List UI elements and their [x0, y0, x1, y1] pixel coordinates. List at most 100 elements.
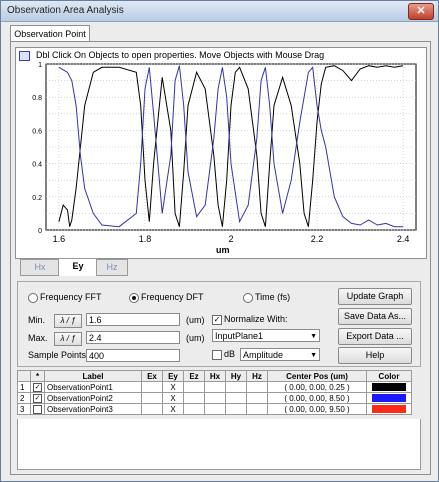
row-checkbox-cell — [30, 403, 45, 415]
graph-hint: Dbl Click On Objects to open properties.… — [36, 50, 325, 60]
tab-ey[interactable]: Ey — [58, 258, 98, 276]
update-graph-button[interactable]: Update Graph — [338, 288, 412, 305]
col-ey[interactable]: Ey — [162, 370, 184, 382]
row-number: 3 — [17, 403, 31, 415]
amplitude-value: Amplitude — [243, 350, 284, 360]
col-label[interactable]: Label — [44, 370, 142, 382]
cell-ez[interactable] — [183, 403, 205, 415]
row-checkbox-cell: ✓ — [30, 381, 45, 393]
help-button[interactable]: Help — [338, 347, 412, 364]
tab-hx[interactable]: Hx — [20, 259, 60, 276]
x-tick-label: 2.4 — [397, 234, 410, 244]
cell-hx[interactable] — [204, 392, 226, 404]
row-checkbox[interactable]: ✓ — [33, 382, 42, 392]
max-wavelength-input[interactable]: 2.4 — [86, 331, 180, 344]
table-row[interactable]: 3 ObservationPoint3 X ( 0.00, 0.00, 9.50… — [17, 403, 412, 415]
max-unit: (um) — [186, 333, 205, 343]
row-label[interactable]: ObservationPoint2 — [44, 392, 142, 404]
db-checkbox[interactable] — [212, 350, 222, 360]
row-number: 2 — [17, 392, 31, 404]
radio-frequency-fft-label: Frequency FFT — [40, 292, 102, 302]
min-lambda-toggle[interactable]: λ / ƒ — [54, 314, 82, 328]
table-empty-area — [17, 419, 421, 470]
normalize-value: InputPlane1 — [215, 331, 264, 341]
cell-hx[interactable] — [204, 403, 226, 415]
cell-hz[interactable] — [246, 403, 268, 415]
y-tick-label: 0.6 — [32, 128, 42, 135]
cell-ey[interactable]: X — [162, 403, 184, 415]
col-ez[interactable]: Ez — [183, 370, 205, 382]
series-line-1 — [58, 65, 404, 227]
amplitude-select[interactable]: Amplitude ▼ — [240, 348, 320, 361]
cell-hx[interactable] — [204, 381, 226, 393]
row-checkbox[interactable] — [33, 404, 42, 414]
window-title: Observation Area Analysis — [7, 5, 124, 16]
tab-hz[interactable]: Hz — [96, 259, 128, 276]
x-tick-label: 1.8 — [139, 234, 152, 244]
cell-hy[interactable] — [225, 392, 247, 404]
cell-ez[interactable] — [183, 392, 205, 404]
min-wavelength-input[interactable]: 1.6 — [86, 313, 180, 326]
row-color-swatch[interactable] — [372, 383, 406, 392]
normalize-label: Normalize With: — [224, 314, 288, 324]
row-color-cell — [366, 392, 412, 404]
normalize-select[interactable]: InputPlane1 ▼ — [212, 329, 320, 342]
y-tick-label: 0 — [38, 228, 42, 235]
spectrum-chart[interactable]: 0 0.2 0.4 0.6 0.8 1 1.6 1.8 2 2.2 2.4 — [16, 48, 426, 258]
cell-ex[interactable] — [141, 381, 163, 393]
sample-points-label: Sample Points: — [28, 350, 89, 360]
cell-ex[interactable] — [141, 392, 163, 404]
x-tick-label: 1.6 — [53, 234, 66, 244]
export-data-button[interactable]: Export Data ... — [338, 328, 412, 345]
col-hy[interactable]: Hy — [225, 370, 247, 382]
sample-points-input[interactable]: 400 — [86, 349, 180, 362]
row-number: 1 — [17, 381, 31, 393]
col-hx[interactable]: Hx — [204, 370, 226, 382]
row-checkbox-cell: ✓ — [30, 392, 45, 404]
max-lambda-toggle[interactable]: λ / ƒ — [54, 332, 82, 346]
cell-hy[interactable] — [225, 403, 247, 415]
radio-frequency-fft[interactable] — [28, 293, 38, 303]
cell-ex[interactable] — [141, 403, 163, 415]
row-color-swatch[interactable] — [372, 394, 406, 403]
row-label[interactable]: ObservationPoint3 — [44, 403, 142, 415]
cell-hz[interactable] — [246, 392, 268, 404]
min-label: Min. — [28, 315, 46, 325]
min-unit: (um) — [186, 315, 205, 325]
row-label[interactable]: ObservationPoint1 — [44, 381, 142, 393]
y-tick-label: 0.8 — [32, 95, 42, 102]
close-button[interactable]: ✕ — [408, 3, 434, 20]
radio-frequency-dft-label: Frequency DFT — [141, 292, 204, 302]
chevron-down-icon: ▼ — [310, 333, 317, 340]
normalize-checkbox[interactable]: ✓ — [212, 315, 222, 325]
graph-area[interactable]: Dbl Click On Objects to open properties.… — [15, 47, 427, 259]
col-hz[interactable]: Hz — [246, 370, 268, 382]
cell-ey[interactable]: X — [162, 381, 184, 393]
col-color[interactable]: Color — [366, 370, 412, 382]
row-color-cell — [366, 403, 412, 415]
x-tick-label: 2.2 — [311, 234, 324, 244]
row-center-pos: ( 0.00, 0.00, 8.50 ) — [267, 392, 367, 404]
row-color-swatch[interactable] — [372, 405, 406, 414]
radio-time[interactable] — [243, 293, 253, 303]
y-tick-label: 1 — [38, 62, 42, 69]
col-center-pos[interactable]: Center Pos (um) — [267, 370, 367, 382]
cell-hz[interactable] — [246, 381, 268, 393]
y-tick-label: 0.2 — [32, 195, 42, 202]
col-select: * — [30, 370, 45, 382]
radio-frequency-dft[interactable] — [129, 293, 139, 303]
row-center-pos: ( 0.00, 0.00, 9.50 ) — [267, 403, 367, 415]
series-line-2 — [58, 65, 404, 228]
title-bar[interactable]: Observation Area Analysis ✕ — [1, 1, 438, 22]
tab-observation-point[interactable]: Observation Point — [10, 25, 90, 42]
cell-ez[interactable] — [183, 381, 205, 393]
cell-ey[interactable]: X — [162, 392, 184, 404]
save-data-button[interactable]: Save Data As... — [338, 308, 412, 325]
table-row[interactable]: 2 ✓ ObservationPoint2 X ( 0.00, 0.00, 8.… — [17, 392, 412, 404]
row-checkbox[interactable]: ✓ — [33, 393, 42, 403]
x-tick-label: 2 — [228, 234, 233, 244]
cell-hy[interactable] — [225, 381, 247, 393]
table-row[interactable]: 1 ✓ ObservationPoint1 X ( 0.00, 0.00, 0.… — [17, 381, 412, 393]
col-ex[interactable]: Ex — [141, 370, 163, 382]
graph-icon — [19, 51, 30, 61]
